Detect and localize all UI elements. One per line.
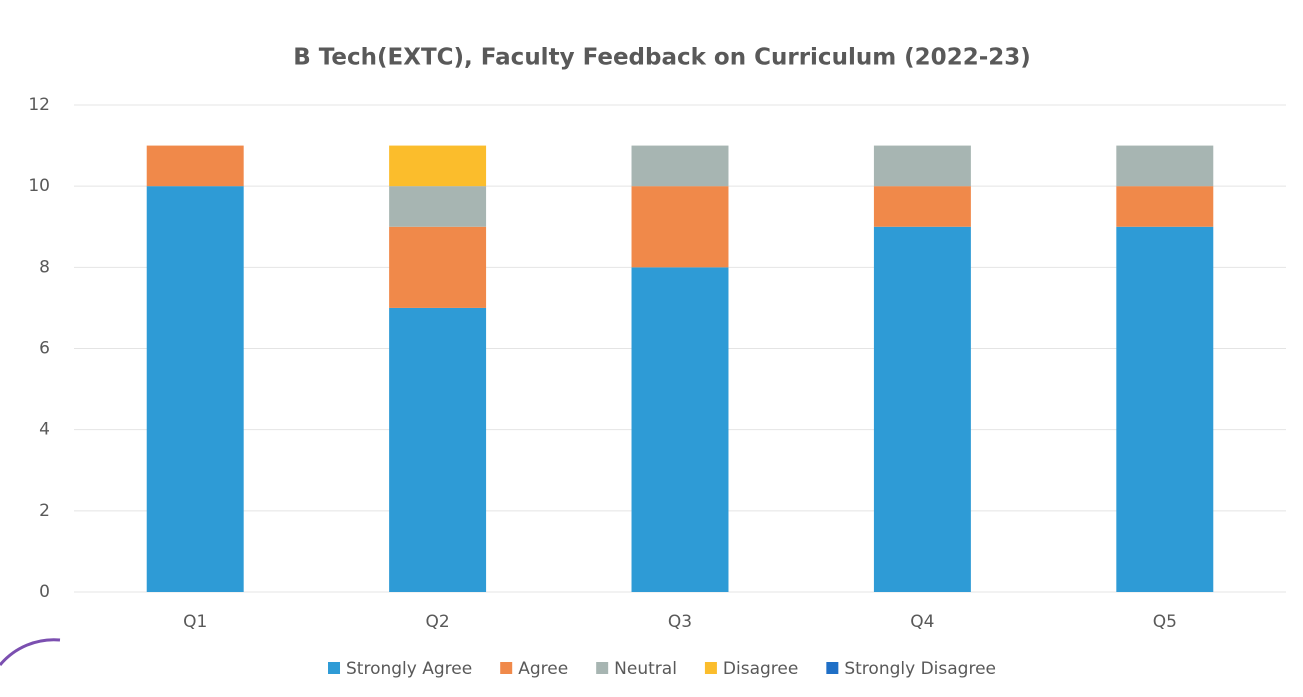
bar-segment xyxy=(873,226,971,592)
x-tick-label: Q4 xyxy=(910,612,934,632)
bar-segment xyxy=(1116,186,1214,227)
y-tick-label: 8 xyxy=(39,257,50,277)
bar-segment xyxy=(389,226,487,308)
chart-title: B Tech(EXTC), Faculty Feedback on Curric… xyxy=(293,45,1031,71)
legend-label: Disagree xyxy=(723,659,798,679)
bar-segment xyxy=(873,186,971,227)
x-tick-label: Q3 xyxy=(668,612,692,632)
bar-segment xyxy=(631,145,729,187)
stamp xyxy=(0,638,61,666)
bar-segment xyxy=(1116,226,1214,592)
legend-label: Neutral xyxy=(614,659,677,679)
x-tick-label: Q5 xyxy=(1153,612,1177,632)
legend-label: Strongly Disagree xyxy=(844,659,996,679)
bar-segment xyxy=(389,145,487,187)
y-tick-label: 12 xyxy=(28,95,50,115)
y-tick-label: 10 xyxy=(28,176,50,196)
bar-segment xyxy=(631,267,729,592)
y-tick-label: 4 xyxy=(39,420,50,440)
bar-segment xyxy=(389,186,487,227)
y-tick-label: 6 xyxy=(39,339,50,359)
legend-label: Agree xyxy=(518,659,568,679)
bar-segment xyxy=(873,145,971,187)
legend-swatch xyxy=(500,662,513,674)
x-tick-label: Q2 xyxy=(425,612,449,632)
bar-segment xyxy=(1116,145,1214,187)
legend-swatch xyxy=(328,662,341,674)
x-tick-label: Q1 xyxy=(183,612,207,632)
y-tick-label: 0 xyxy=(39,582,50,602)
bar-segment xyxy=(146,145,244,187)
legend-swatch xyxy=(596,662,609,674)
bar-segment xyxy=(146,186,244,592)
legend-label: Strongly Agree xyxy=(346,659,472,679)
bar-segment xyxy=(631,186,729,268)
legend-swatch xyxy=(826,662,839,674)
legend-swatch xyxy=(704,662,717,674)
y-tick-label: 2 xyxy=(39,501,50,521)
bar-segment xyxy=(389,307,487,592)
